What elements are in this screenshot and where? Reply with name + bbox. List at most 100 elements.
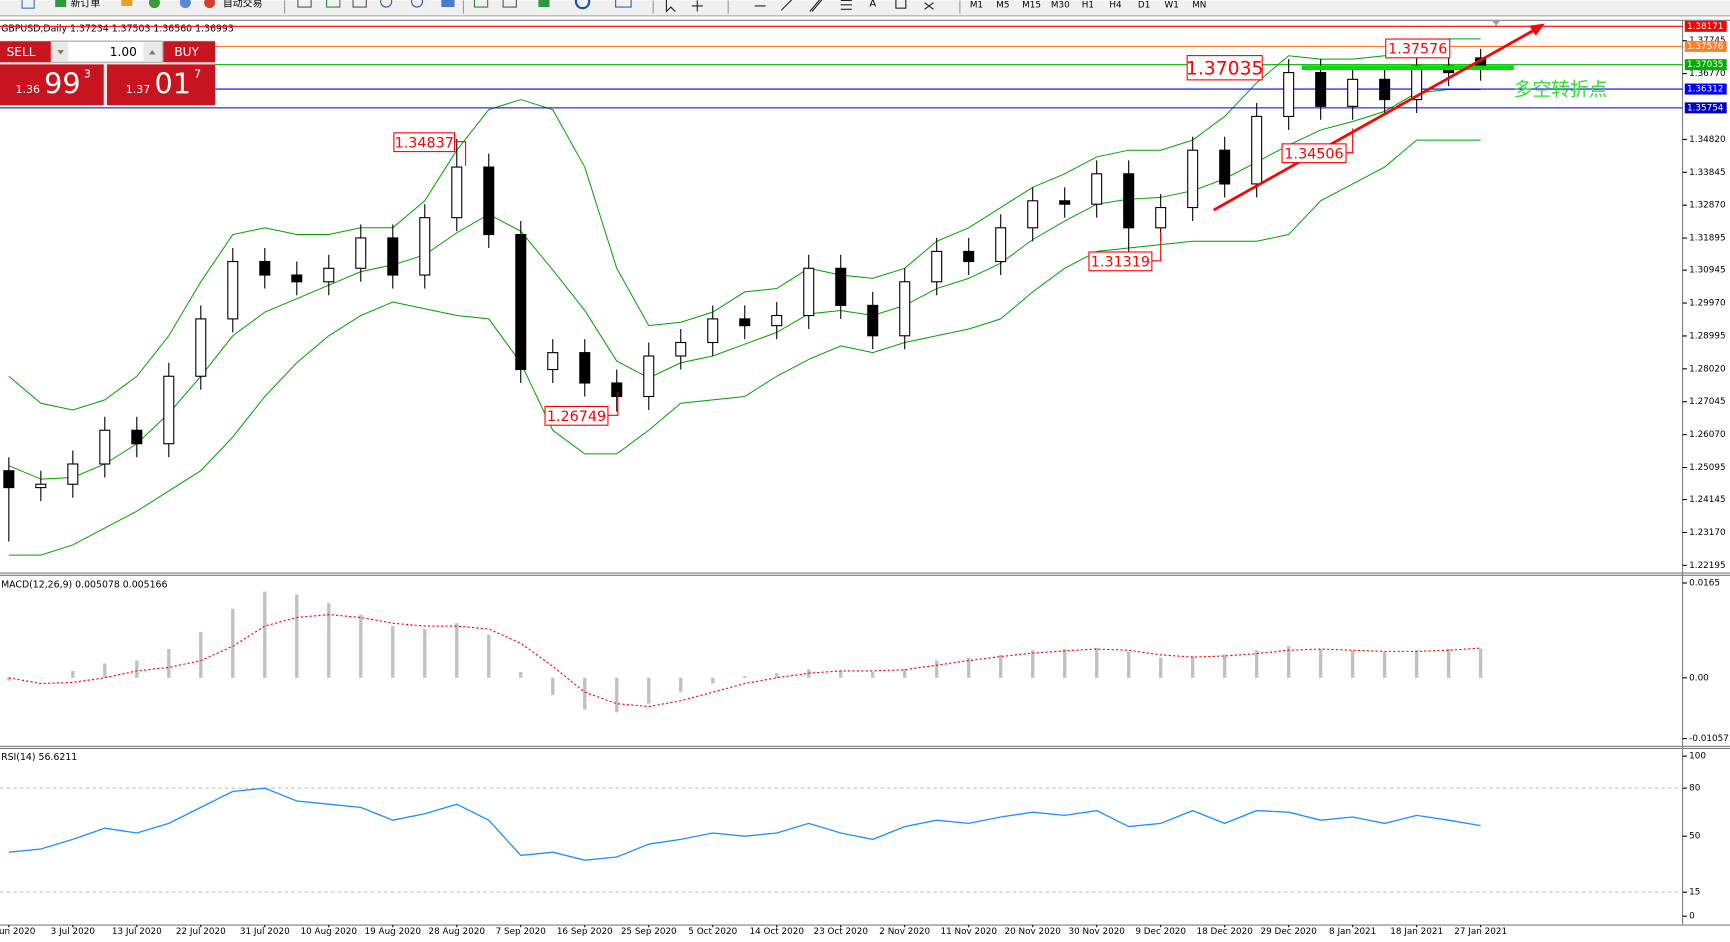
x-tick-label: 22 Jul 2020 <box>176 927 226 937</box>
level-label-bg <box>1684 40 1727 52</box>
indicators[interactable] <box>538 0 550 8</box>
y-tick-label: 1.23170 <box>1689 528 1726 538</box>
ask-big-figure[interactable]: 1.37 <box>126 83 151 96</box>
level-label-bg <box>1684 20 1727 32</box>
y-tick-label: 0.00 <box>1689 673 1709 683</box>
icon[interactable] <box>21 0 35 9</box>
candle-body <box>867 304 879 337</box>
buy-button[interactable] <box>163 41 216 63</box>
timeframe[interactable]: W1 <box>1165 0 1179 10</box>
annotation-note: 多空转折点 <box>1514 78 1608 100</box>
timeframe[interactable]: M1 <box>970 0 983 10</box>
price-callout: 1.26749 <box>547 409 606 425</box>
up-arrow <box>148 50 156 55</box>
sell-button[interactable] <box>0 41 51 63</box>
timeframe[interactable]: H4 <box>1109 0 1122 10</box>
lots-value[interactable]: 1.00 <box>110 45 137 59</box>
zoom-in[interactable] <box>380 0 393 8</box>
crosshair-tool[interactable] <box>691 0 703 12</box>
icon[interactable] <box>473 0 489 8</box>
timeframe[interactable]: M30 <box>1051 0 1070 10</box>
icon[interactable] <box>297 0 312 8</box>
price-callout-box <box>1186 55 1263 81</box>
bid-fraction[interactable]: 3 <box>84 67 91 80</box>
timeframe[interactable]: H1 <box>1082 0 1094 10</box>
ask-fraction[interactable]: 7 <box>194 67 201 80</box>
icon[interactable] <box>352 0 367 8</box>
timeframe[interactable]: D1 <box>1138 0 1150 10</box>
icon[interactable] <box>326 0 341 8</box>
label-tool[interactable] <box>895 0 907 9</box>
timeframe[interactable]: M15 <box>1022 0 1041 10</box>
cursor-tool[interactable] <box>665 0 676 13</box>
bid-box[interactable] <box>0 64 104 106</box>
y-tick-label: 1.25095 <box>1689 463 1725 473</box>
zoom-out[interactable] <box>410 0 424 8</box>
candle-body <box>323 267 335 283</box>
icon[interactable] <box>441 0 455 8</box>
auto-trading[interactable]: 自动交易 <box>223 0 263 10</box>
new-order-icon[interactable] <box>55 0 67 8</box>
candle-body <box>1059 200 1071 205</box>
ask-pips[interactable]: 01 <box>154 66 190 100</box>
templates[interactable] <box>615 0 632 8</box>
icon[interactable] <box>502 0 517 8</box>
arrows-tool[interactable] <box>924 2 934 10</box>
lots-field[interactable] <box>51 40 163 63</box>
candle-body <box>835 267 847 306</box>
candle-body <box>451 166 463 219</box>
trend-line <box>1212 27 1537 212</box>
periods[interactable] <box>574 0 591 10</box>
channel-tool[interactable] <box>809 0 823 12</box>
x-tick-label: 10 Aug 2020 <box>301 927 358 937</box>
rsi-line <box>8 787 1481 861</box>
candle-body <box>515 233 527 371</box>
candle-body <box>35 483 47 489</box>
timeframe[interactable]: MN <box>1192 0 1206 10</box>
x-tick-label: 30 Nov 2020 <box>1068 927 1125 937</box>
candle-body <box>931 250 943 283</box>
timeframe[interactable]: M5 <box>996 0 1009 10</box>
x-tick-label: 28 Aug 2020 <box>429 927 486 937</box>
trendline-tool[interactable] <box>780 0 793 11</box>
x-tick-label: 11 Nov 2020 <box>940 927 997 937</box>
callout-leader <box>1346 128 1354 154</box>
icon[interactable] <box>148 0 160 9</box>
candle-body <box>1027 200 1039 229</box>
candle-body <box>227 260 239 320</box>
new-order[interactable]: 新订单 <box>71 0 101 10</box>
candle-body <box>1219 149 1231 185</box>
y-tick-label: 80 <box>1689 784 1701 794</box>
panel-title: MACD(12,26,9) 0.005078 0.005166 <box>1 580 167 591</box>
bollinger-middle <box>8 88 1481 480</box>
candle-body <box>899 281 911 337</box>
sell-label[interactable]: SELL <box>7 45 36 59</box>
macd-bar <box>39 677 43 679</box>
y-tick-label: 1.28020 <box>1689 364 1726 374</box>
candle-body <box>355 237 367 269</box>
ask-box[interactable] <box>107 64 216 106</box>
candle-body <box>291 274 303 283</box>
icon[interactable] <box>179 0 191 9</box>
icon[interactable] <box>121 0 133 6</box>
x-tick-label: 31 Jul 2020 <box>240 927 290 937</box>
macd-bar <box>519 672 523 678</box>
x-tick-label: 5 Oct 2020 <box>688 927 737 937</box>
candle-body <box>131 429 143 445</box>
auto-trading-icon[interactable] <box>204 0 216 9</box>
fibo-tool[interactable] <box>840 0 852 10</box>
bollinger-upper <box>8 38 1481 411</box>
macd-bar <box>199 631 203 678</box>
macd-bar <box>615 677 619 713</box>
x-tick-label: 9 Dec 2020 <box>1135 927 1186 937</box>
buy-label[interactable]: BUY <box>174 45 199 59</box>
candle-body <box>1283 72 1295 118</box>
y-tick-label: 15 <box>1689 888 1700 898</box>
x-tick-label: 23 Oct 2020 <box>813 927 868 937</box>
bid-pips[interactable]: 99 <box>44 66 80 100</box>
bid-big-figure[interactable]: 1.36 <box>15 83 40 96</box>
candle-body <box>1251 115 1263 185</box>
text-tool[interactable]: A <box>869 0 876 10</box>
level-label: 1.35754 <box>1687 103 1724 113</box>
